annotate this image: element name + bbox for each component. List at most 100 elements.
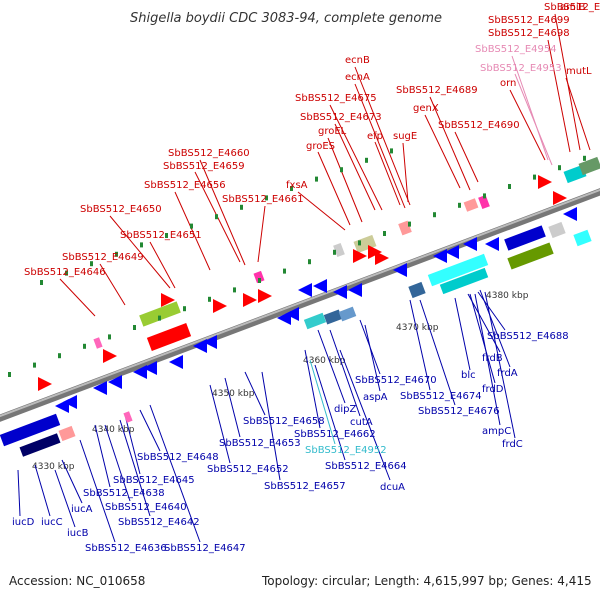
gene-block <box>578 156 600 176</box>
leader-line <box>79 439 116 543</box>
track-tick <box>383 231 386 236</box>
track-tick <box>65 270 68 276</box>
genome-backbone-line <box>0 188 600 422</box>
gene-label: SbBS512_E4653 <box>219 438 301 449</box>
gene-block <box>507 242 554 270</box>
tick-label-4370: 4370 kbp <box>396 323 439 333</box>
gene-label: SbBS512_E4651 <box>120 230 202 241</box>
leader-line <box>174 191 211 271</box>
track-tick <box>390 148 393 154</box>
gene-arrow <box>38 377 52 391</box>
leader-line <box>59 278 96 317</box>
gene-label: SbBS512_E4662 <box>294 429 376 440</box>
leader-line <box>297 191 346 231</box>
track-tick <box>458 202 461 208</box>
leader-line <box>17 469 21 517</box>
leader-line <box>109 215 171 289</box>
leader-line <box>402 142 409 203</box>
gene-block <box>123 411 133 423</box>
gene-arrow <box>103 349 117 363</box>
leader-line <box>514 73 553 166</box>
gene-label: efp <box>367 131 383 142</box>
leader-line <box>334 123 376 211</box>
gene-label: SbBS512_E4699 <box>544 2 600 13</box>
leader-line <box>329 329 361 417</box>
track-tick <box>408 221 411 227</box>
gene-arrow <box>193 339 207 353</box>
genome-backbone-highlight <box>0 188 600 418</box>
leader-line <box>354 83 406 209</box>
gene-label: SbBS512_E4954 <box>475 44 557 55</box>
gene-arrow <box>243 293 257 307</box>
leader-line <box>509 89 546 161</box>
track-tick <box>133 325 136 330</box>
leader-line <box>34 464 51 517</box>
gene-label: SbBS512_E4688 <box>487 331 569 342</box>
leader-line <box>424 114 461 189</box>
track-tick <box>190 223 193 229</box>
leader-line <box>484 291 516 439</box>
track-tick <box>33 362 36 368</box>
gene-label: ecnB <box>345 55 370 66</box>
track-tick <box>183 306 186 312</box>
gene-label: SbBS512_E4675 <box>295 93 377 104</box>
leader-line <box>419 299 456 406</box>
track-tick <box>433 212 436 218</box>
gene-arrow <box>375 251 389 265</box>
track-tick <box>508 184 511 189</box>
gene-label: iucB <box>67 528 89 539</box>
track-tick <box>258 278 261 283</box>
gene-arrow <box>485 237 499 251</box>
gene-arrow <box>203 335 217 349</box>
leader-line <box>139 409 161 452</box>
tick-label-4350: 4350 kbp <box>212 389 255 399</box>
track-tick <box>208 296 211 302</box>
leader-line <box>474 293 501 426</box>
gene-block <box>333 242 345 258</box>
leader-line <box>547 39 571 153</box>
leader-line <box>479 289 511 368</box>
gene-features <box>0 148 600 457</box>
gene-label: SbBS512_E4646 <box>24 267 106 278</box>
gene-block <box>146 323 192 351</box>
gene-label: SbBS512_E4650 <box>80 204 162 215</box>
leader-line <box>354 66 411 206</box>
gene-block <box>0 413 61 447</box>
gene-arrow <box>313 279 327 293</box>
gene-label: SbBS512_E4640 <box>105 502 187 513</box>
leader-line <box>261 371 281 481</box>
leader-line <box>149 241 176 289</box>
leader-line <box>257 205 266 263</box>
genome-summary-text: Topology: circular; Length: 4,615,997 bp… <box>262 574 592 588</box>
leader-line <box>409 299 431 391</box>
gene-block <box>58 425 76 442</box>
leader-line <box>339 349 391 481</box>
gene-block <box>19 433 61 457</box>
label-leader-lines <box>17 13 591 543</box>
leader-line <box>454 131 479 183</box>
gene-block <box>427 253 489 287</box>
gene-label: SbBS512_E4952 <box>305 445 387 456</box>
track-tick <box>333 249 336 255</box>
gene-arrow <box>258 289 272 303</box>
track-tick <box>483 193 486 199</box>
leader-line <box>309 359 336 445</box>
gene-label: SbBS512_E4660 <box>168 148 250 159</box>
gene-label: SbBS512_E4647 <box>164 543 246 554</box>
leader-line <box>209 384 231 464</box>
gene-block <box>93 337 103 349</box>
leader-line <box>327 137 363 223</box>
track-tick <box>283 268 286 274</box>
gene-arrow <box>298 283 312 297</box>
gene-label: SbBS512_E4656 <box>144 180 226 191</box>
gene-block <box>303 312 327 330</box>
gene-label: dipZ <box>334 404 356 415</box>
gene-label: frdB <box>482 353 503 364</box>
gene-arrow <box>333 285 347 299</box>
leader-line <box>104 424 131 502</box>
gene-label: SbBS512_E4638 <box>83 488 165 499</box>
gene-label: genX <box>413 103 439 114</box>
leader-line <box>314 364 346 461</box>
gene-label: dcuA <box>380 482 405 493</box>
